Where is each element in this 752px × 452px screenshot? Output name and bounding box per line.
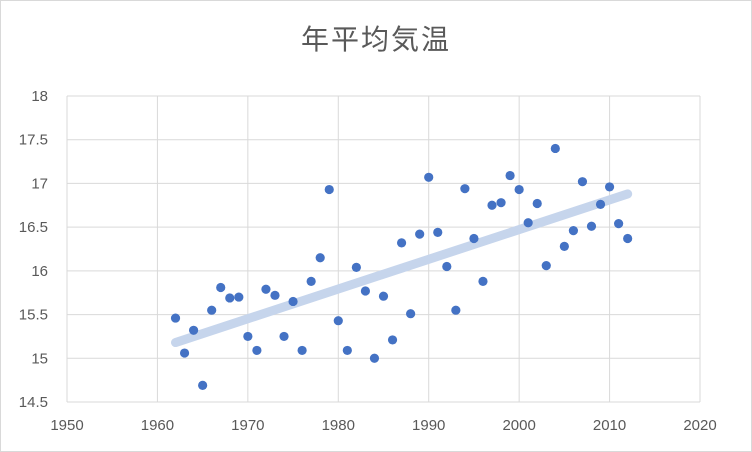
x-tick-label: 1970: [231, 417, 264, 434]
x-tick-label: 1990: [412, 417, 445, 434]
data-point: [568, 226, 579, 236]
data-point: [406, 309, 416, 319]
data-point: [324, 184, 334, 195]
data-point: [252, 345, 262, 356]
data-point: [550, 143, 560, 154]
data-point: [216, 282, 226, 293]
data-point: [360, 286, 371, 296]
data-point: [306, 276, 316, 286]
data-point: [523, 218, 533, 228]
data-point: [261, 284, 271, 294]
gridlines: [66, 95, 701, 403]
data-point: [342, 345, 352, 356]
data-point: [351, 262, 361, 272]
y-tick-label: 15: [31, 350, 48, 367]
y-tick-label: 16: [31, 263, 48, 280]
data-point: [604, 182, 615, 192]
data-point: [378, 291, 389, 301]
data-point: [623, 233, 633, 244]
data-point: [595, 199, 606, 210]
chart-title: 年平均気温: [300, 23, 451, 56]
data-point: [198, 380, 208, 390]
data-point: [415, 229, 425, 239]
y-tick-label: 17.5: [19, 132, 48, 149]
data-point: [487, 200, 497, 210]
data-point: [387, 335, 398, 345]
y-axis-ticks: 14.5 15 15.5 16 16.5 17 17.5 18: [19, 88, 48, 411]
data-point: [207, 305, 217, 315]
data-point: [179, 348, 190, 358]
y-tick-label: 17: [31, 175, 48, 192]
data-point: [297, 345, 307, 356]
data-point: [451, 305, 461, 315]
data-point: [541, 261, 551, 271]
data-point: [532, 198, 542, 209]
data-point: [496, 198, 506, 208]
y-tick-label: 16.5: [19, 219, 48, 236]
data-point: [170, 313, 181, 323]
x-tick-label: 2020: [683, 417, 716, 434]
data-point: [514, 184, 524, 195]
x-axis-ticks: 1950 1960 1970 1980 1990 2000 2010 2020: [50, 417, 716, 434]
trendline-group: [171, 189, 633, 348]
x-tick-label: 2010: [593, 417, 626, 434]
data-point: [333, 316, 343, 326]
y-tick-label: 14.5: [19, 394, 48, 411]
data-point: [270, 290, 280, 300]
y-tick-label: 15.5: [19, 307, 48, 324]
data-point: [315, 253, 325, 263]
data-point: [234, 292, 244, 302]
data-point: [577, 177, 588, 187]
data-point: [614, 219, 624, 229]
data-point: [478, 276, 488, 286]
data-point: [288, 296, 298, 307]
data-point: [396, 238, 407, 248]
data-points: [170, 143, 633, 390]
x-tick-label: 1960: [141, 417, 174, 434]
x-tick-label: 1950: [50, 417, 83, 434]
data-point: [225, 293, 235, 303]
x-tick-label: 1980: [322, 417, 355, 434]
data-point: [469, 233, 479, 244]
data-point: [433, 227, 443, 237]
data-point: [424, 172, 434, 182]
y-tick-label: 18: [31, 88, 48, 105]
data-point: [369, 353, 380, 363]
trendline: [171, 189, 633, 348]
data-point: [460, 184, 470, 194]
data-point: [243, 331, 253, 342]
data-point: [279, 331, 289, 342]
data-point: [559, 241, 569, 251]
data-point: [505, 170, 515, 181]
x-tick-label: 2000: [502, 417, 535, 434]
data-point: [442, 261, 452, 272]
data-point: [586, 221, 597, 231]
data-point: [189, 325, 199, 335]
